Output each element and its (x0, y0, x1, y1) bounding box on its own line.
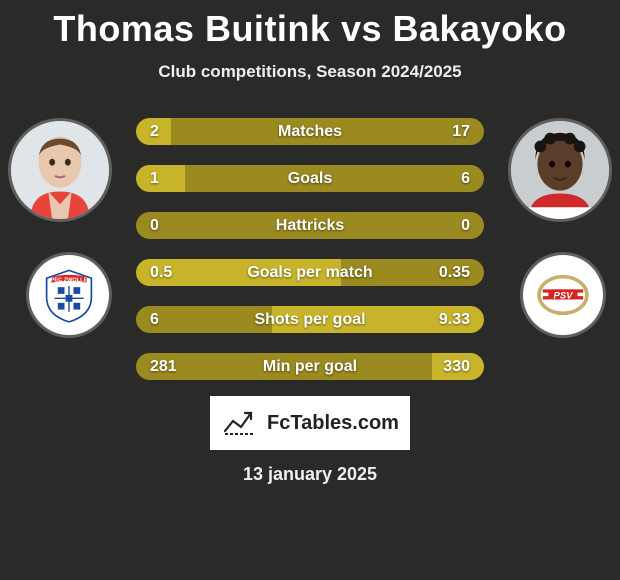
player-right-avatar (508, 118, 612, 222)
stat-value-left: 1 (150, 170, 159, 188)
player-left-avatar (8, 118, 112, 222)
player-left-portrait-icon (11, 121, 109, 219)
generation-date: 13 january 2025 (0, 464, 620, 485)
club-right-badge: PSV (520, 252, 606, 338)
fctables-logo-icon (221, 409, 261, 437)
stat-label: Hattricks (276, 217, 344, 235)
stat-value-left: 281 (150, 358, 177, 376)
stat-row: 6 Shots per goal 9.33 (136, 306, 484, 333)
stat-value-right: 17 (452, 123, 470, 141)
stat-value-left: 0.5 (150, 264, 172, 282)
stat-label: Min per goal (263, 358, 357, 376)
pec-zwolle-crest-icon: PEC ZWOLLE (41, 267, 97, 323)
stat-row: 281 Min per goal 330 (136, 353, 484, 380)
stat-fill-left (136, 165, 185, 192)
stat-value-right: 0.35 (439, 264, 470, 282)
stat-value-left: 6 (150, 311, 159, 329)
svg-text:PEC ZWOLLE: PEC ZWOLLE (51, 278, 88, 284)
stat-label: Goals (288, 170, 332, 188)
stat-value-right: 330 (443, 358, 470, 376)
stat-label: Goals per match (247, 264, 372, 282)
page-title: Thomas Buitink vs Bakayoko (0, 0, 620, 50)
subtitle: Club competitions, Season 2024/2025 (0, 62, 620, 82)
stat-value-left: 0 (150, 217, 159, 235)
stat-row: 1 Goals 6 (136, 165, 484, 192)
brand-text: FcTables.com (267, 412, 399, 435)
brand-attribution: FcTables.com (210, 396, 410, 450)
stat-value-right: 9.33 (439, 311, 470, 329)
stat-label: Matches (278, 123, 342, 141)
stat-value-right: 6 (461, 170, 470, 188)
stat-value-right: 0 (461, 217, 470, 235)
stat-rows-container: 2 Matches 17 1 Goals 6 0 Hattricks 0 0.5 Goals per… (136, 118, 484, 380)
psv-crest-icon: PSV (535, 267, 591, 323)
stat-row: 0 Hattricks 0 (136, 212, 484, 239)
stat-value-left: 2 (150, 123, 159, 141)
comparison-area: PEC ZWOLLE PSV (0, 100, 620, 390)
stat-row: 2 Matches 17 (136, 118, 484, 145)
stat-label: Shots per goal (254, 311, 365, 329)
club-left-badge: PEC ZWOLLE (26, 252, 112, 338)
player-right-portrait-icon (511, 121, 609, 219)
stat-row: 0.5 Goals per match 0.35 (136, 259, 484, 286)
